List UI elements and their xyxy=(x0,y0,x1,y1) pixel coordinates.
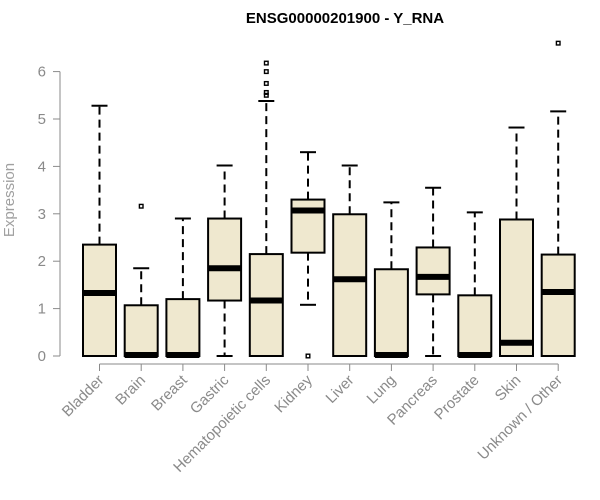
box-group xyxy=(123,203,159,359)
x-tick-label: Brain xyxy=(112,372,149,409)
x-tick-label: Lung xyxy=(364,372,400,408)
box-group xyxy=(165,217,201,359)
box xyxy=(457,294,493,358)
y-tick-label: 6 xyxy=(38,64,46,81)
box-group xyxy=(207,164,243,357)
outlier-point xyxy=(138,203,144,209)
y-tick-label: 1 xyxy=(38,301,46,318)
box xyxy=(332,213,368,357)
box xyxy=(123,304,159,358)
y-tick-label: 4 xyxy=(38,158,46,175)
outlier-point xyxy=(263,89,269,95)
y-tick-label: 0 xyxy=(38,348,46,365)
x-tick-label: Kidney xyxy=(271,371,316,416)
box-group xyxy=(248,60,284,357)
y-axis-title: Expression xyxy=(1,163,18,237)
box-group xyxy=(499,126,534,357)
outlier-point xyxy=(263,80,269,86)
x-tick-label: Breast xyxy=(148,371,191,414)
x-tick-label: Skin xyxy=(492,372,525,405)
box xyxy=(82,243,117,357)
chart-title: ENSG00000201900 - Y_RNA xyxy=(246,10,444,27)
box-series xyxy=(82,40,576,359)
box-group xyxy=(540,40,576,357)
outlier-point xyxy=(555,40,561,46)
box xyxy=(248,253,284,357)
box xyxy=(165,298,201,357)
y-tick-label: 3 xyxy=(38,206,46,223)
box-group xyxy=(373,201,409,359)
box-group xyxy=(290,151,326,359)
x-tick-label: Liver xyxy=(323,372,358,407)
box xyxy=(499,218,534,357)
box xyxy=(207,217,243,302)
box xyxy=(373,268,409,357)
y-axis: 0 1 2 3 4 5 6 xyxy=(38,64,61,365)
outlier-point xyxy=(263,60,269,66)
outlier-point xyxy=(263,69,269,75)
x-tick-label: Prostate xyxy=(431,372,483,424)
box-group xyxy=(457,211,493,359)
outlier-point xyxy=(263,92,269,98)
outlier-point xyxy=(305,353,311,359)
box xyxy=(540,253,576,357)
y-tick-label: 2 xyxy=(38,253,46,270)
box-group xyxy=(415,186,451,357)
box xyxy=(415,246,451,296)
box-group xyxy=(82,104,117,357)
box-group xyxy=(332,164,368,357)
y-tick-label: 5 xyxy=(38,111,46,128)
x-tick-label: Bladder xyxy=(59,372,108,421)
